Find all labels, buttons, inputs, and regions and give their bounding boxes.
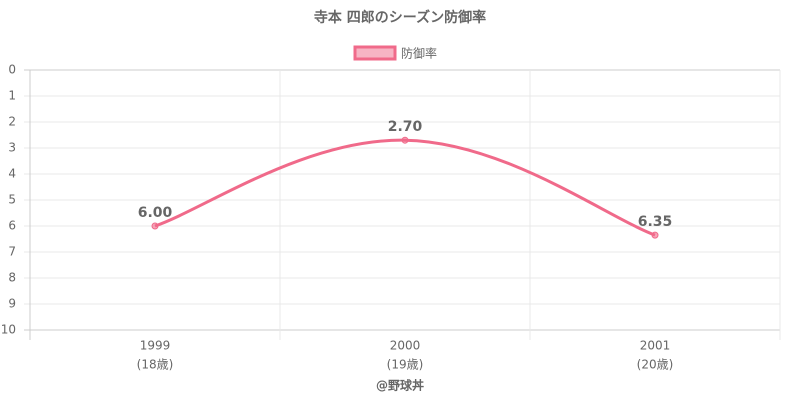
x-tick-label: 1999: [140, 339, 171, 353]
y-tick-label: 2: [8, 115, 16, 129]
x-tick-label: 2001: [640, 339, 671, 353]
x-tick-sublabel: (20歳): [637, 358, 674, 372]
legend-label: 防御率: [401, 46, 437, 61]
data-point: [151, 222, 159, 230]
legend-swatch: [353, 45, 397, 61]
x-tick-label: 2000: [390, 339, 421, 353]
y-tick-label: 9: [8, 297, 16, 311]
y-tick-label: 0: [8, 63, 16, 77]
y-tick-label: 7: [8, 245, 16, 259]
x-tick-sublabel: (18歳): [137, 358, 174, 372]
data-label: 6.00: [138, 205, 173, 221]
y-tick-label: 10: [1, 323, 16, 337]
data-label: 2.70: [388, 119, 423, 135]
data-label: 6.35: [638, 214, 673, 230]
series-line: [154, 138, 656, 237]
y-tick-label: 6: [8, 219, 16, 233]
y-tick-label: 8: [8, 271, 16, 285]
y-tick-label: 3: [8, 141, 16, 155]
data-point: [401, 136, 409, 144]
y-tick-label: 1: [8, 89, 16, 103]
data-point: [651, 231, 659, 239]
credit: @野球丼: [376, 378, 424, 393]
chart-title: 寺本 四郎のシーズン防御率: [314, 9, 486, 26]
x-tick-sublabel: (19歳): [387, 358, 424, 372]
y-tick-label: 4: [8, 167, 16, 181]
y-tick-label: 5: [8, 193, 16, 207]
